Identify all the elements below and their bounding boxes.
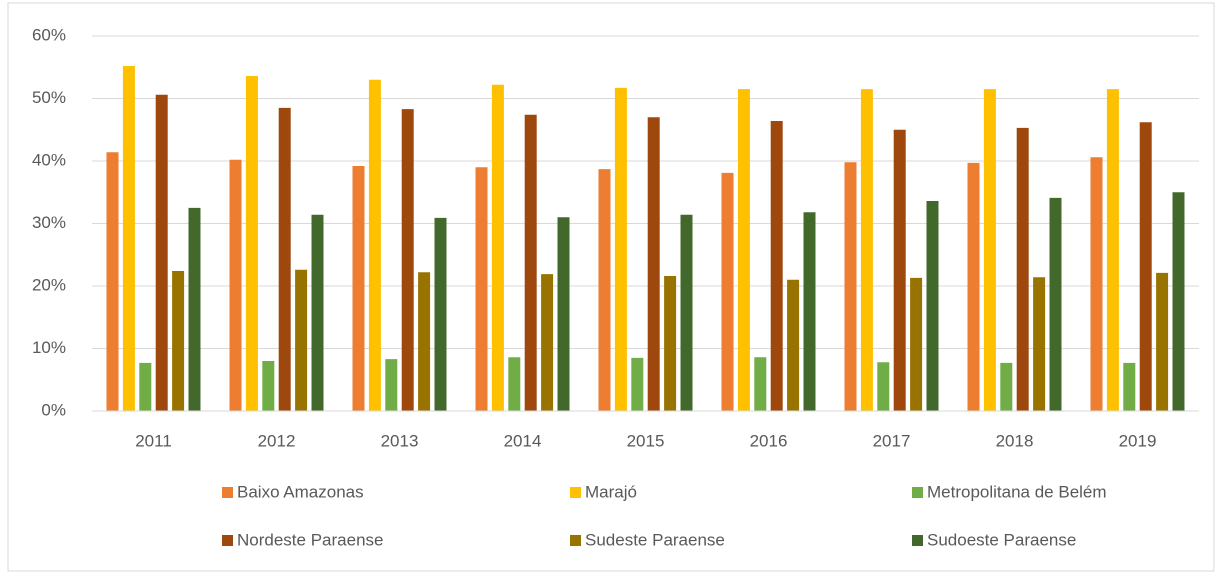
bar [664,276,677,411]
bar [508,357,521,411]
legend-label: Marajó [585,482,637,501]
y-tick-label: 30% [32,213,66,232]
bar [491,84,504,411]
bar [385,359,398,411]
bar [172,271,185,411]
bar [295,269,308,411]
bar [754,357,767,411]
legend-label: Baixo Amazonas [237,482,364,501]
y-tick-label: 60% [32,25,66,44]
bar [229,159,242,411]
bar [278,107,291,411]
bar [967,162,980,411]
y-tick-label: 10% [32,338,66,357]
bar [893,129,906,411]
bar [770,121,783,411]
y-tick-label: 40% [32,150,66,169]
x-tick-label: 2016 [750,431,788,450]
x-tick-label: 2014 [504,431,542,450]
bar [721,172,734,411]
bar [401,109,414,411]
bar [983,89,996,411]
x-tick-label: 2017 [873,431,911,450]
bar [155,94,168,411]
legend-swatch [912,535,923,546]
bar [1000,362,1013,411]
bar [910,277,923,411]
chart-frame [7,2,1215,572]
bar [1033,277,1046,411]
bar [311,214,324,411]
bar [1172,192,1185,411]
bar [1139,122,1152,411]
x-tick-label: 2011 [135,431,172,450]
legend-label: Sudeste Paraense [585,530,725,549]
legend-label: Sudoeste Paraense [927,530,1076,549]
bar [122,66,135,411]
bar [106,152,119,411]
legend-label: Metropolitana de Belém [927,482,1107,501]
x-tick-label: 2019 [1119,431,1157,450]
x-tick-label: 2015 [627,431,665,450]
bar [368,79,381,411]
bar [434,217,447,411]
bar [352,166,365,411]
bar [614,87,627,411]
bar [926,201,939,411]
legend-swatch [570,535,581,546]
bar [557,217,570,411]
x-tick-label: 2018 [996,431,1034,450]
bar [680,214,693,411]
bar [860,89,873,411]
bar [188,207,201,411]
y-tick-label: 20% [32,275,66,294]
bar [1090,157,1103,411]
bar [524,114,537,411]
bar [803,212,816,411]
bar [598,169,611,411]
y-tick-label: 0% [41,400,66,419]
bar [844,162,857,411]
x-tick-label: 2012 [258,431,296,450]
bar [1123,362,1136,411]
legend-swatch [222,487,233,498]
legend-swatch [912,487,923,498]
bar [877,362,890,411]
x-tick-label: 2013 [381,431,419,450]
bar [541,274,554,411]
bar [1016,127,1029,411]
bar [737,89,750,411]
bar [245,76,258,411]
bar [418,272,431,411]
bar [139,362,152,411]
bar [647,117,660,411]
bar [1049,197,1062,411]
bar [1106,89,1119,411]
y-tick-label: 50% [32,88,66,107]
bar [631,357,644,411]
bar [787,279,800,411]
legend-swatch [570,487,581,498]
legend-swatch [222,535,233,546]
bar [262,361,275,411]
legend-label: Nordeste Paraense [237,530,383,549]
bar [1156,272,1169,411]
bar [475,167,488,411]
